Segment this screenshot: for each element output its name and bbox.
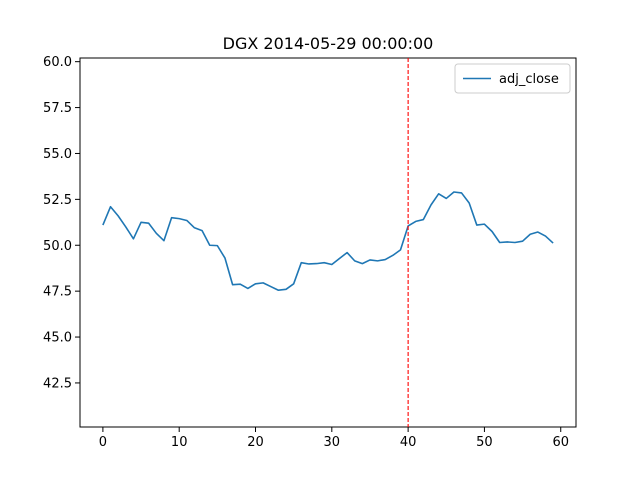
y-tick-label: 50.0	[43, 239, 72, 254]
y-tick-label: 52.5	[43, 193, 72, 208]
y-tick-label: 45.0	[43, 331, 72, 346]
legend-box	[454, 63, 571, 94]
legend-label: adj_close	[499, 72, 559, 87]
y-tick-label: 60.0	[43, 55, 72, 70]
x-tick-label: 10	[171, 435, 188, 450]
y-tick-label: 55.0	[43, 147, 72, 162]
y-tick-label: 42.5	[43, 376, 72, 391]
plot-area: 0 10 20 30 40 50 60 42.5 45.0 47.5 50.0 52.5 55.0 57.…	[43, 55, 577, 450]
x-tick-label: 60	[552, 435, 569, 450]
chart-title: DGX 2014-05-29 00:00:00	[223, 34, 434, 53]
legend: adj_close	[454, 63, 571, 94]
y-tick-label: 57.5	[43, 101, 72, 116]
x-tick-label: 20	[247, 435, 264, 450]
x-tick-label: 0	[99, 435, 107, 450]
series-line-adj_close	[102, 191, 554, 292]
x-tick-label: 40	[400, 435, 417, 450]
x-tick-label: 50	[476, 435, 493, 450]
x-tick-label: 30	[324, 435, 341, 450]
plot-frame	[79, 57, 577, 428]
y-tick-label: 47.5	[43, 285, 72, 300]
